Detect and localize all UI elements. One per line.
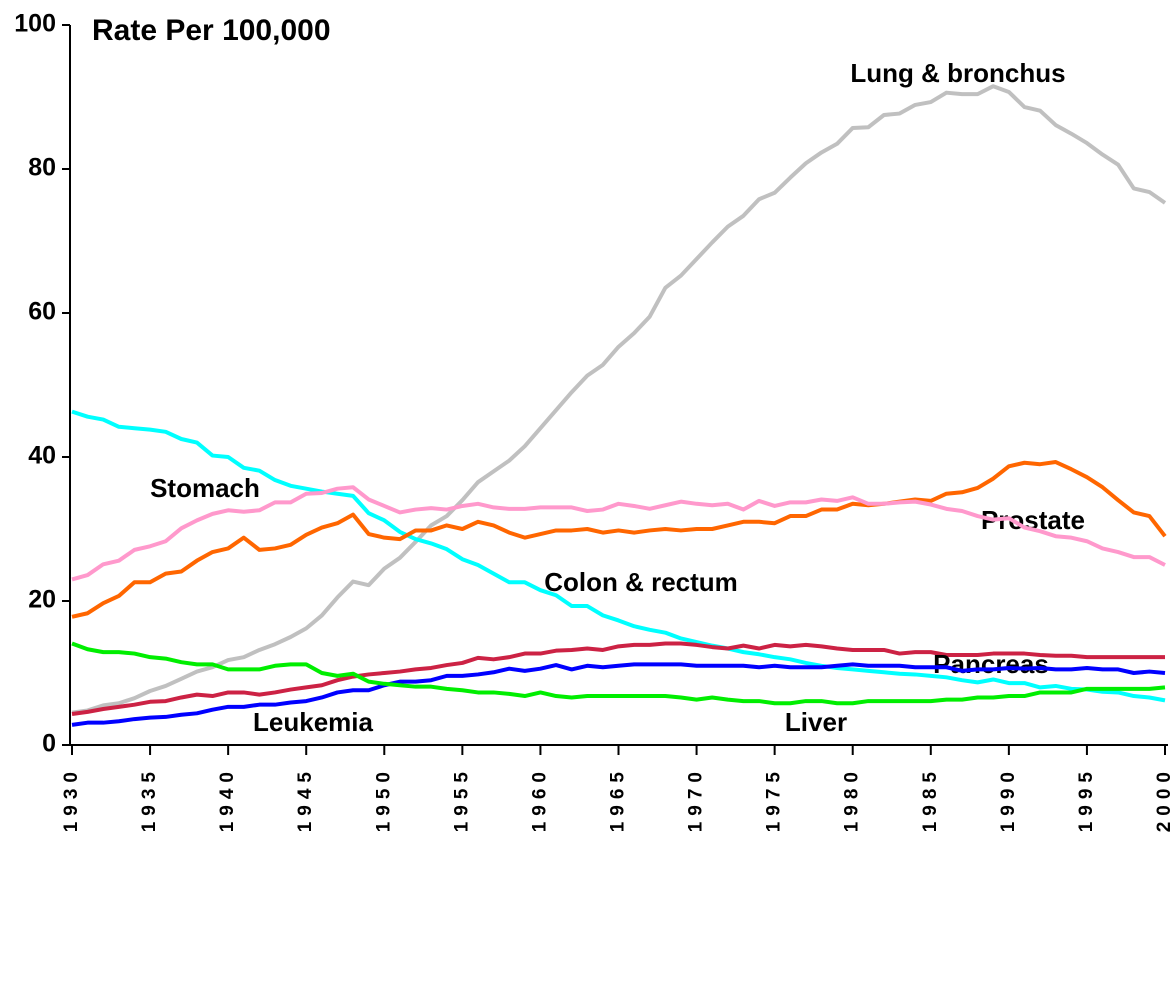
x-tick-label: 1940 xyxy=(217,766,238,832)
series-line xyxy=(71,84,1167,715)
series-line xyxy=(71,662,1166,727)
series-label: Stomach xyxy=(150,473,260,503)
x-tick-label: 1990 xyxy=(998,766,1019,832)
series-label: Liver xyxy=(785,707,847,737)
series-line xyxy=(71,485,1166,582)
x-tick-label: 1930 xyxy=(61,766,82,832)
x-tick-label: 1975 xyxy=(764,766,785,832)
x-tick-label: 1960 xyxy=(529,766,550,832)
x-tick-label: 1945 xyxy=(295,766,316,832)
x-tick-label: 1935 xyxy=(139,766,160,832)
series-line xyxy=(71,409,1166,703)
x-tick-label: 1965 xyxy=(608,766,629,832)
series-label: Leukemia xyxy=(253,707,373,737)
chart-title: Rate Per 100,000 xyxy=(92,14,331,47)
y-tick-label: 100 xyxy=(14,10,56,38)
series-label: Colon & rectum xyxy=(544,567,738,597)
x-tick-label: 1955 xyxy=(451,766,472,832)
y-tick-label: 60 xyxy=(28,298,56,326)
x-tick-label: 1995 xyxy=(1076,766,1097,832)
series-line xyxy=(71,641,1166,706)
y-tick-label: 80 xyxy=(28,154,56,182)
x-tick-label: 1950 xyxy=(373,766,394,832)
y-tick-label: 20 xyxy=(28,586,56,614)
series-label: Pancreas xyxy=(933,649,1049,679)
y-tick-label: 40 xyxy=(28,442,56,470)
series-line xyxy=(71,460,1167,619)
x-tick-label: 1985 xyxy=(920,766,941,832)
x-tick-label: 2000 xyxy=(1154,766,1174,832)
y-tick-label: 0 xyxy=(42,730,56,758)
series-label: Lung & bronchus xyxy=(850,58,1065,88)
x-tick-label: 1970 xyxy=(686,766,707,832)
x-tick-label: 1980 xyxy=(842,766,863,832)
series-line xyxy=(71,641,1165,717)
